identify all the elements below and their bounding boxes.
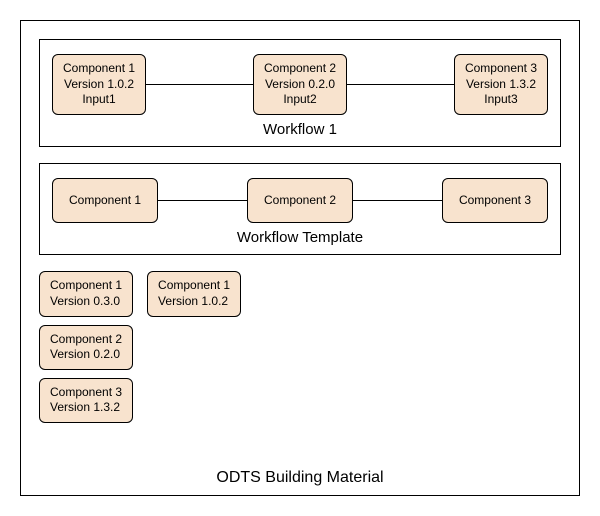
workflow-1-caption: Workflow 1 <box>52 121 548 140</box>
workflow-template-row: Component 1 Component 2 Component 3 <box>52 178 548 224</box>
loose-node: Component 3 Version 1.3.2 <box>39 378 133 423</box>
workflow-1-box: Component 1 Version 1.0.2 Input1 Compone… <box>39 39 561 147</box>
loose-node: Component 1 Version 0.3.0 <box>39 271 133 316</box>
connector <box>146 84 253 85</box>
template-node-2: Component 2 <box>247 178 353 224</box>
workflow1-node-3: Component 3 Version 1.3.2 Input3 <box>454 54 548 115</box>
container-caption: ODTS Building Material <box>21 469 579 487</box>
loose-node: Component 1 Version 1.0.2 <box>147 271 241 316</box>
workflow1-node-2: Component 2 Version 0.2.0 Input2 <box>253 54 347 115</box>
loose-row-3: Component 3 Version 1.3.2 <box>39 378 561 423</box>
connector <box>353 200 442 201</box>
connector <box>347 84 454 85</box>
loose-row-2: Component 2 Version 0.2.0 <box>39 325 561 370</box>
workflow-template-box: Component 1 Component 2 Component 3 Work… <box>39 163 561 256</box>
workflow-template-caption: Workflow Template <box>52 229 548 248</box>
template-node-3: Component 3 <box>442 178 548 224</box>
workflow1-node-1: Component 1 Version 1.0.2 Input1 <box>52 54 146 115</box>
loose-components-area: Component 1 Version 0.3.0 Component 1 Ve… <box>39 271 561 423</box>
connector <box>158 200 247 201</box>
template-node-1: Component 1 <box>52 178 158 224</box>
loose-row-1: Component 1 Version 0.3.0 Component 1 Ve… <box>39 271 561 316</box>
odts-container: Component 1 Version 1.0.2 Input1 Compone… <box>20 20 580 496</box>
loose-node: Component 2 Version 0.2.0 <box>39 325 133 370</box>
workflow-1-row: Component 1 Version 1.0.2 Input1 Compone… <box>52 54 548 115</box>
